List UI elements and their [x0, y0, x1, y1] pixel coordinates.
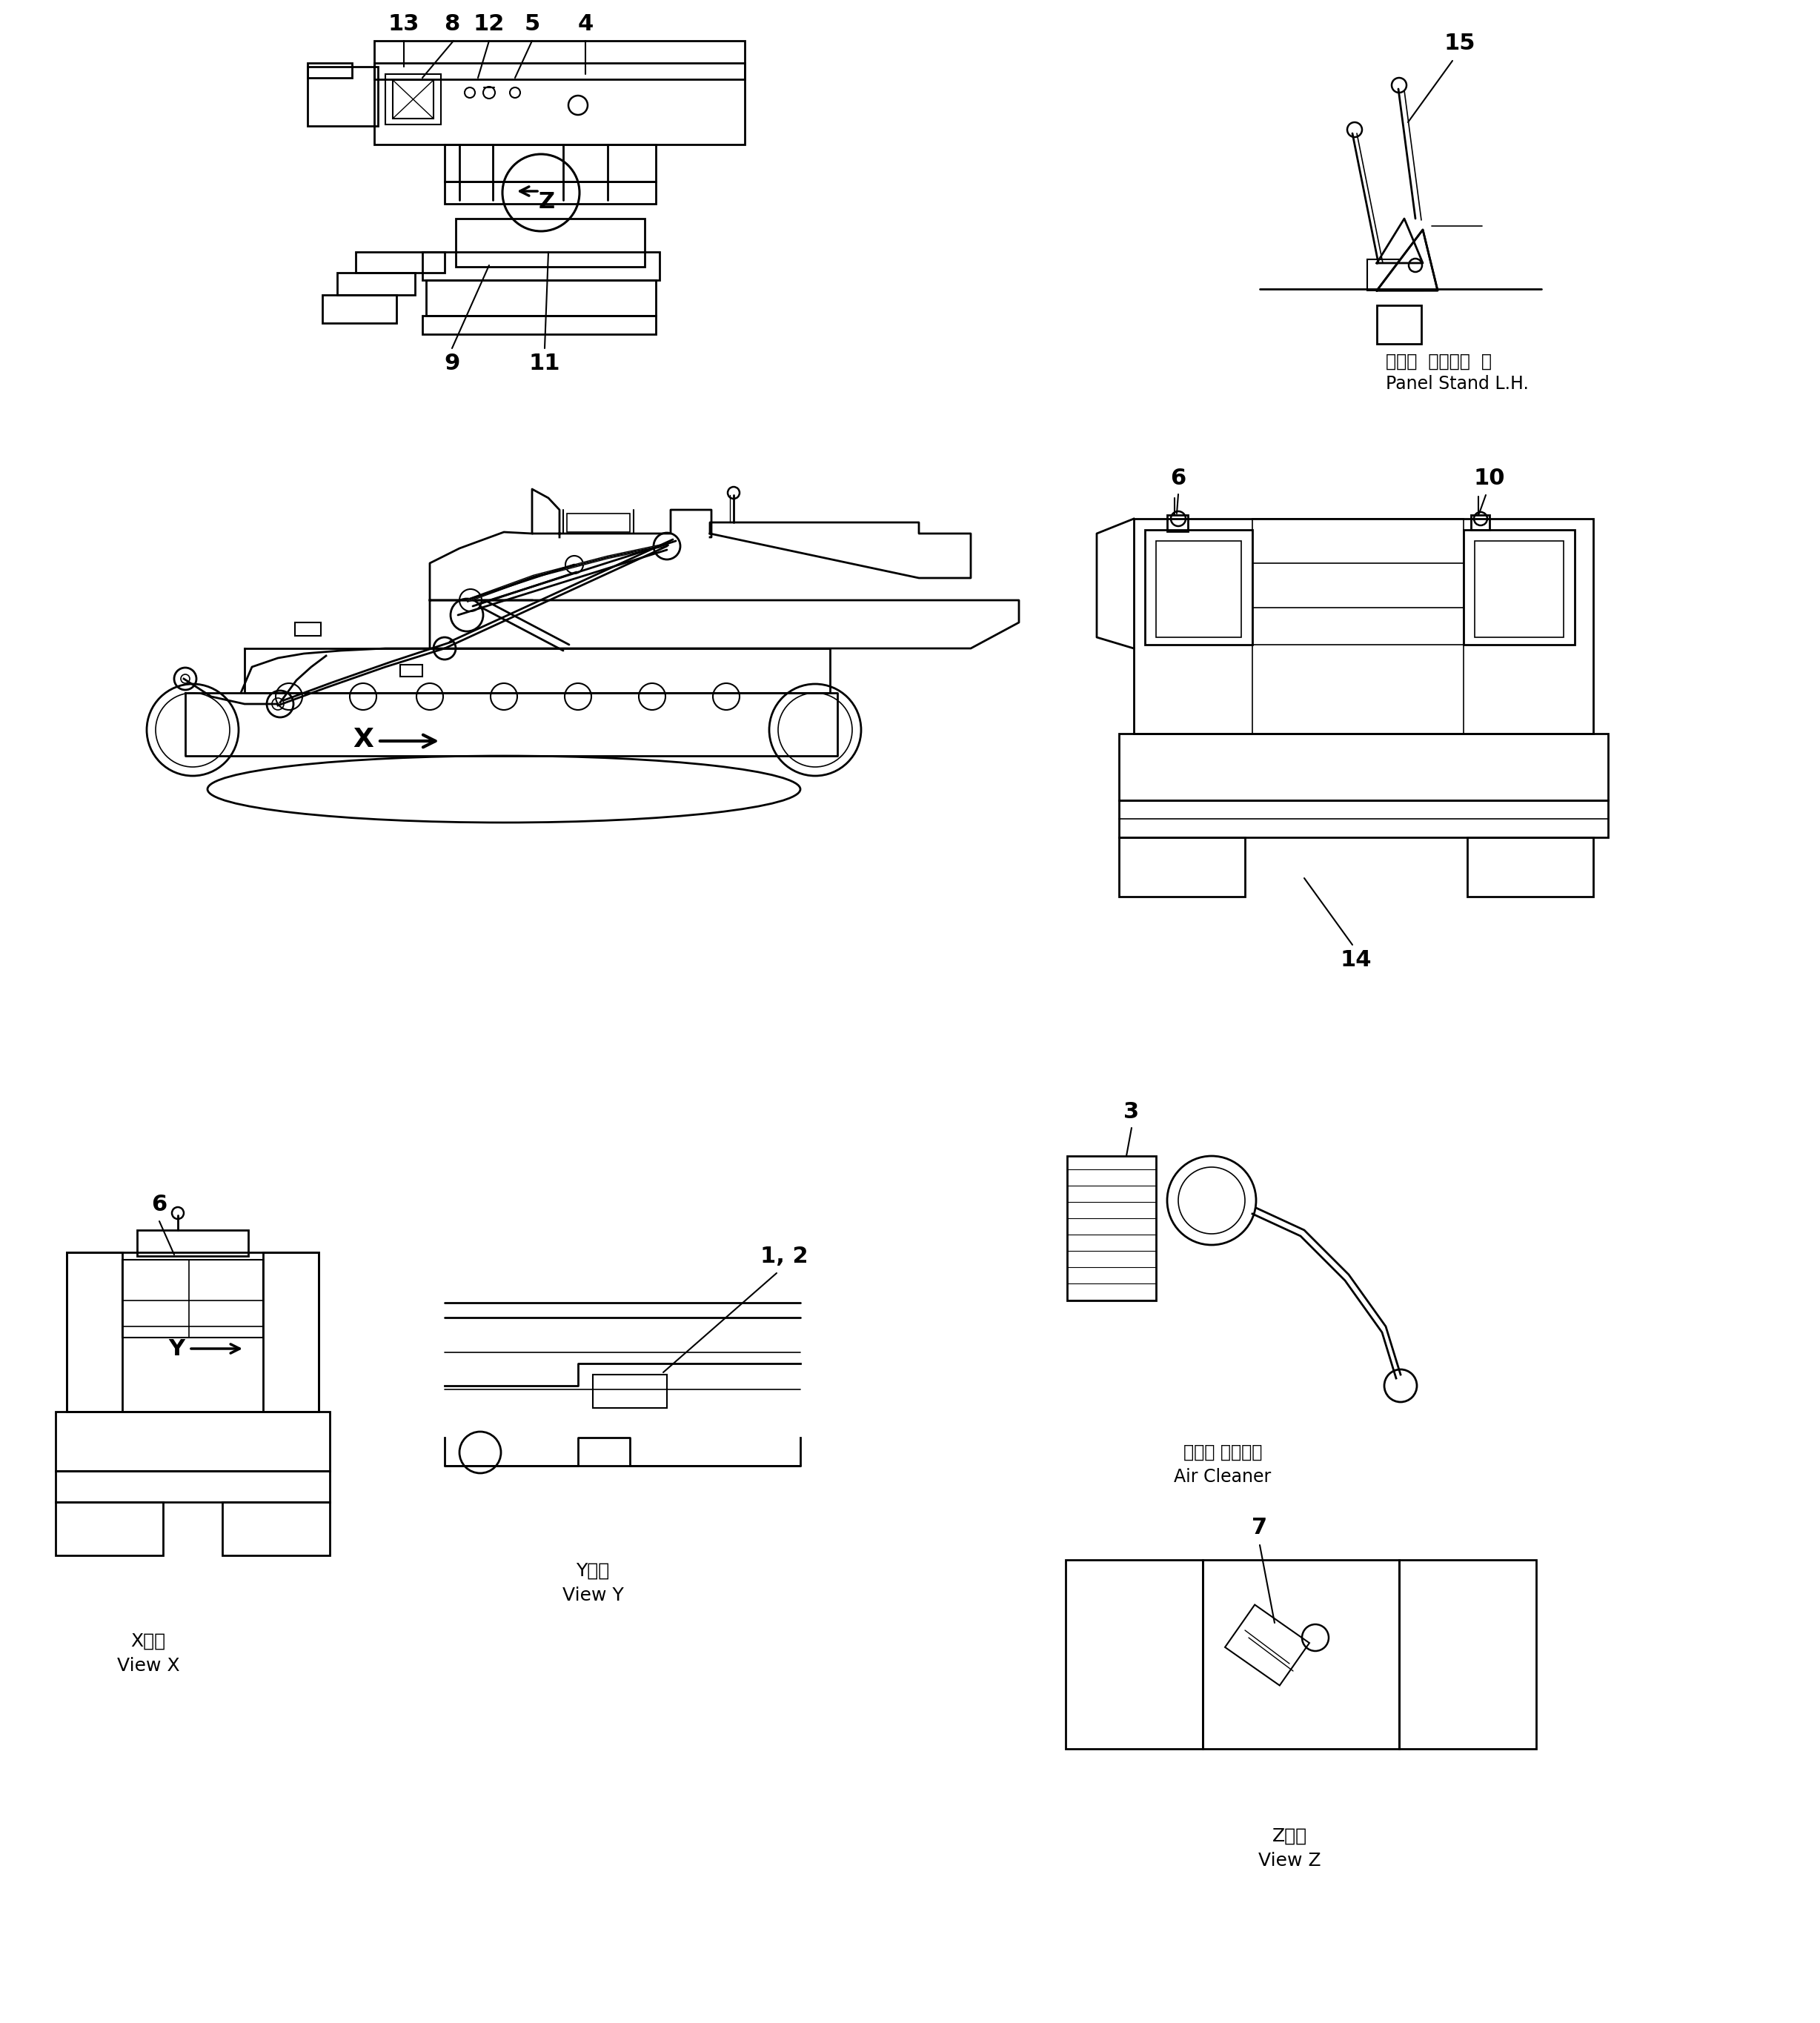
Bar: [56, 1412, 329, 1471]
Bar: [375, 40, 744, 79]
Bar: [67, 1252, 318, 1412]
Bar: [1067, 1155, 1156, 1301]
Text: Air Cleaner: Air Cleaner: [1174, 1469, 1272, 1485]
Bar: [386, 75, 440, 125]
Bar: [322, 295, 397, 324]
Bar: [355, 253, 444, 273]
Bar: [1400, 1560, 1536, 1748]
Bar: [1156, 540, 1241, 637]
Bar: [56, 1501, 164, 1556]
Bar: [295, 623, 320, 635]
Bar: [308, 63, 351, 77]
Text: 4: 4: [577, 12, 593, 34]
Bar: [375, 63, 744, 144]
Bar: [1471, 516, 1489, 530]
Bar: [1119, 838, 1245, 896]
Text: 1, 2: 1, 2: [761, 1246, 808, 1266]
Bar: [1119, 801, 1609, 838]
Text: 12: 12: [473, 12, 504, 34]
Bar: [1367, 259, 1423, 291]
Text: Y: Y: [167, 1337, 184, 1359]
Bar: [1134, 518, 1592, 734]
Bar: [136, 1230, 248, 1256]
Text: View Z: View Z: [1258, 1851, 1321, 1869]
Bar: [1463, 530, 1574, 645]
Text: X: X: [353, 726, 373, 753]
Bar: [566, 514, 630, 532]
Text: 6: 6: [151, 1194, 167, 1216]
Bar: [1252, 518, 1463, 734]
Text: 11: 11: [530, 352, 561, 374]
Bar: [1378, 305, 1421, 344]
Bar: [67, 1252, 122, 1412]
Text: 6: 6: [1170, 467, 1187, 490]
Text: エアー クリーナ: エアー クリーナ: [1183, 1444, 1261, 1461]
Bar: [593, 1374, 666, 1408]
Bar: [264, 1252, 318, 1412]
Polygon shape: [1378, 231, 1438, 291]
Bar: [422, 253, 659, 279]
Bar: [393, 81, 433, 119]
Bar: [444, 182, 655, 204]
Text: 8: 8: [444, 12, 460, 34]
Text: 9: 9: [444, 352, 460, 374]
Bar: [1119, 734, 1609, 801]
Text: 7: 7: [1252, 1517, 1267, 1540]
Bar: [56, 1471, 329, 1501]
Bar: [308, 67, 379, 125]
Text: 13: 13: [388, 12, 420, 34]
Bar: [1167, 516, 1188, 532]
Text: 14: 14: [1340, 949, 1372, 971]
Bar: [222, 1501, 329, 1556]
Bar: [1474, 540, 1563, 637]
Text: 15: 15: [1443, 32, 1476, 55]
Bar: [1203, 1560, 1400, 1748]
Bar: [337, 273, 415, 295]
Text: View X: View X: [116, 1657, 180, 1675]
Text: View Y: View Y: [562, 1586, 624, 1604]
Text: 3: 3: [1123, 1101, 1139, 1123]
Bar: [1067, 1560, 1203, 1748]
Text: 5: 5: [524, 12, 541, 34]
Text: 10: 10: [1474, 467, 1505, 490]
Bar: [444, 144, 655, 182]
Text: Z　視: Z 視: [1272, 1827, 1307, 1845]
Text: X　視: X 視: [131, 1633, 166, 1651]
Text: Y　視: Y 視: [577, 1562, 610, 1580]
Bar: [122, 1260, 264, 1337]
Bar: [1145, 530, 1252, 645]
Text: Z: Z: [539, 190, 555, 212]
Bar: [422, 316, 655, 334]
Bar: [455, 218, 644, 267]
Bar: [1467, 838, 1592, 896]
Text: パネル  スタンド  左: パネル スタンド 左: [1385, 352, 1492, 370]
Text: Panel Stand L.H.: Panel Stand L.H.: [1385, 374, 1529, 392]
Bar: [426, 279, 655, 316]
Bar: [400, 666, 422, 676]
